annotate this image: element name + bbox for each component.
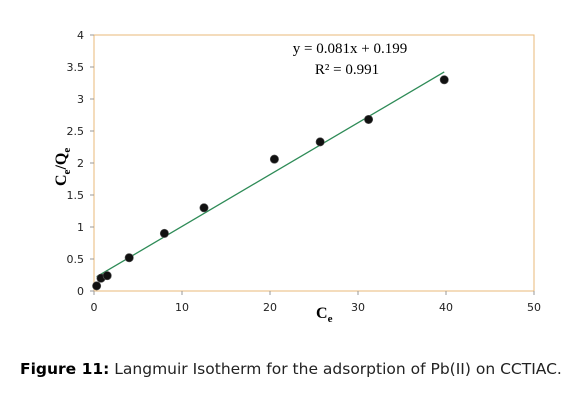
y-tick-label: 3 — [77, 93, 84, 106]
x-tick-label: 10 — [175, 301, 189, 314]
y-axis-title: Ce/Qe — [53, 148, 73, 186]
data-point — [269, 154, 279, 164]
data-point — [199, 203, 209, 213]
y-axis: 0 0.5 1 1.5 2 2.5 3 3.5 4 — [67, 29, 94, 298]
y-tick-label: 0.5 — [67, 253, 85, 266]
plot-area — [93, 34, 535, 292]
y-axis-title-sub2: e — [61, 148, 73, 153]
x-tick-label: 0 — [91, 301, 98, 314]
langmuir-isotherm-chart: 0 0.5 1 1.5 2 2.5 3 3.5 4 0 10 20 30 40 50 y = 0.081x… — [53, 29, 541, 325]
y-tick-label: 3.5 — [67, 61, 85, 74]
x-axis: 0 10 20 30 40 50 — [91, 291, 541, 314]
y-tick-label: 2.5 — [67, 125, 85, 138]
data-point — [159, 228, 169, 238]
data-point — [439, 75, 449, 85]
trendline-layer — [96, 71, 445, 278]
data-point — [124, 253, 134, 263]
x-tick-label: 40 — [439, 301, 453, 314]
y-axis-title-sub1: e — [61, 169, 73, 174]
y-axis-title-main: C — [53, 174, 70, 186]
r-squared-label: R² = 0.991 — [315, 62, 379, 78]
trendline — [96, 71, 445, 278]
y-tick-label: 2 — [77, 157, 84, 170]
y-tick-label: 1 — [77, 221, 84, 234]
y-axis-title-slash: /Q — [53, 153, 70, 171]
data-point — [315, 137, 325, 147]
data-point — [92, 281, 102, 291]
y-tick-label: 4 — [77, 29, 84, 42]
x-tick-label: 20 — [263, 301, 277, 314]
data-point — [102, 271, 112, 281]
data-point — [364, 114, 374, 124]
x-axis-title: Ce — [316, 305, 333, 325]
caption-label: Figure 11: — [20, 360, 110, 378]
x-tick-label: 50 — [527, 301, 541, 314]
y-tick-label: 0 — [77, 285, 84, 298]
x-tick-label: 30 — [351, 301, 365, 314]
data-points — [92, 75, 449, 291]
x-axis-title-main: C — [316, 305, 328, 322]
trendline-equation: y = 0.081x + 0.199 — [293, 41, 407, 57]
figure-caption: Figure 11: Langmuir Isotherm for the ads… — [20, 358, 572, 381]
y-tick-label: 1.5 — [67, 189, 85, 202]
caption-text: Langmuir Isotherm for the adsorption of … — [109, 360, 562, 378]
x-axis-title-sub: e — [328, 313, 333, 325]
